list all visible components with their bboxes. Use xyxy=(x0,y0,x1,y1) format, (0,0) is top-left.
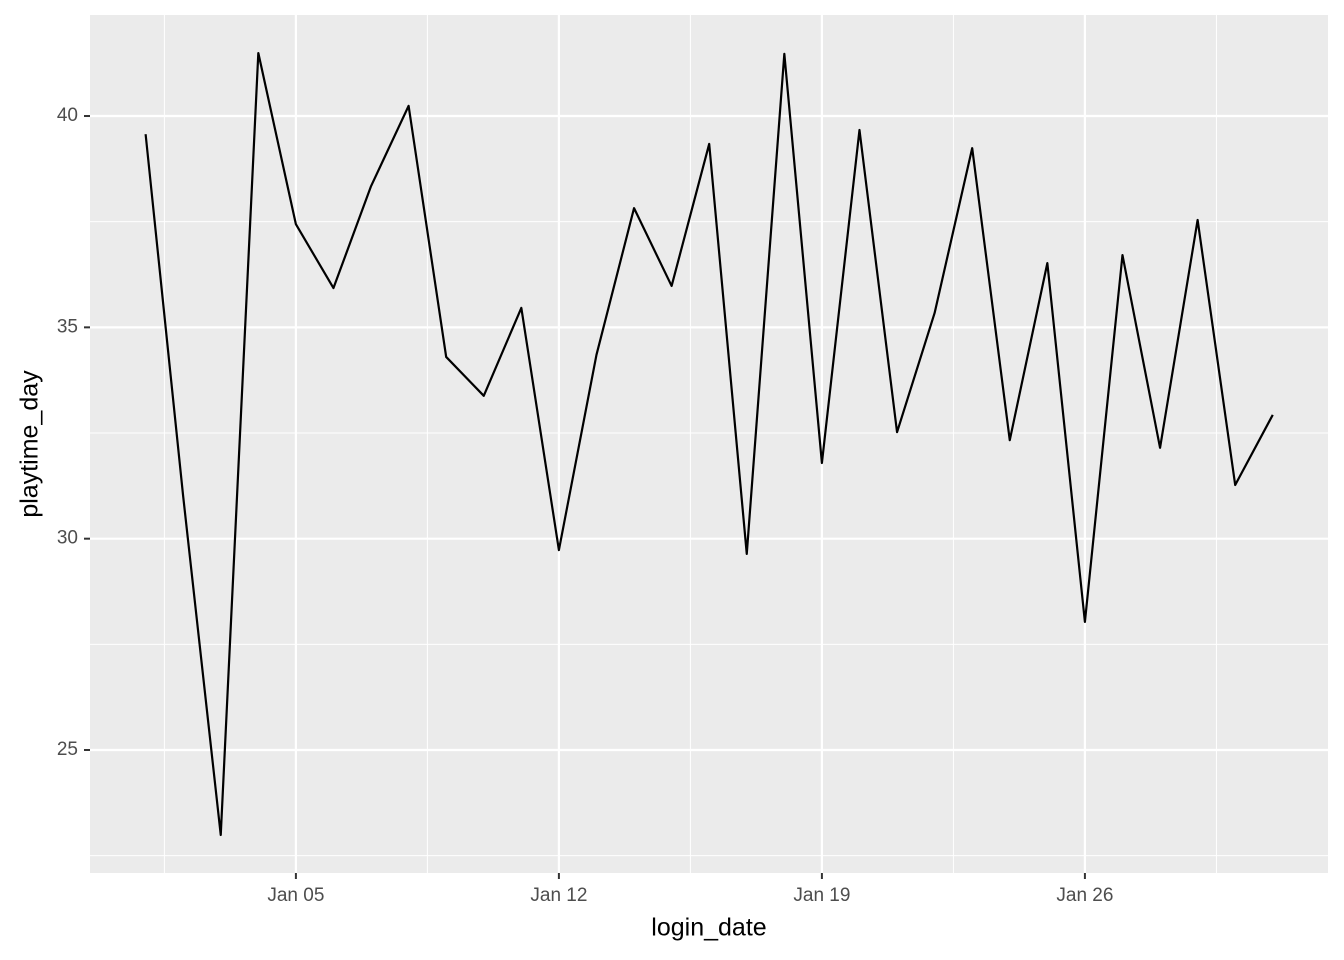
x-tick-label: Jan 05 xyxy=(267,885,324,906)
x-axis-title: login_date xyxy=(651,914,766,942)
line xyxy=(144,51,1274,837)
x-tick-label: Jan 12 xyxy=(530,885,587,906)
x-tick-label: Jan 26 xyxy=(1056,885,1113,906)
y-axis-title: playtime_day xyxy=(16,370,44,518)
y-tick-label: 35 xyxy=(57,316,78,337)
y-tick-label: 40 xyxy=(57,105,78,126)
y-tick-label: 25 xyxy=(57,739,78,760)
x-tick-label: Jan 19 xyxy=(793,885,850,906)
y-tick-label: 30 xyxy=(57,528,78,549)
